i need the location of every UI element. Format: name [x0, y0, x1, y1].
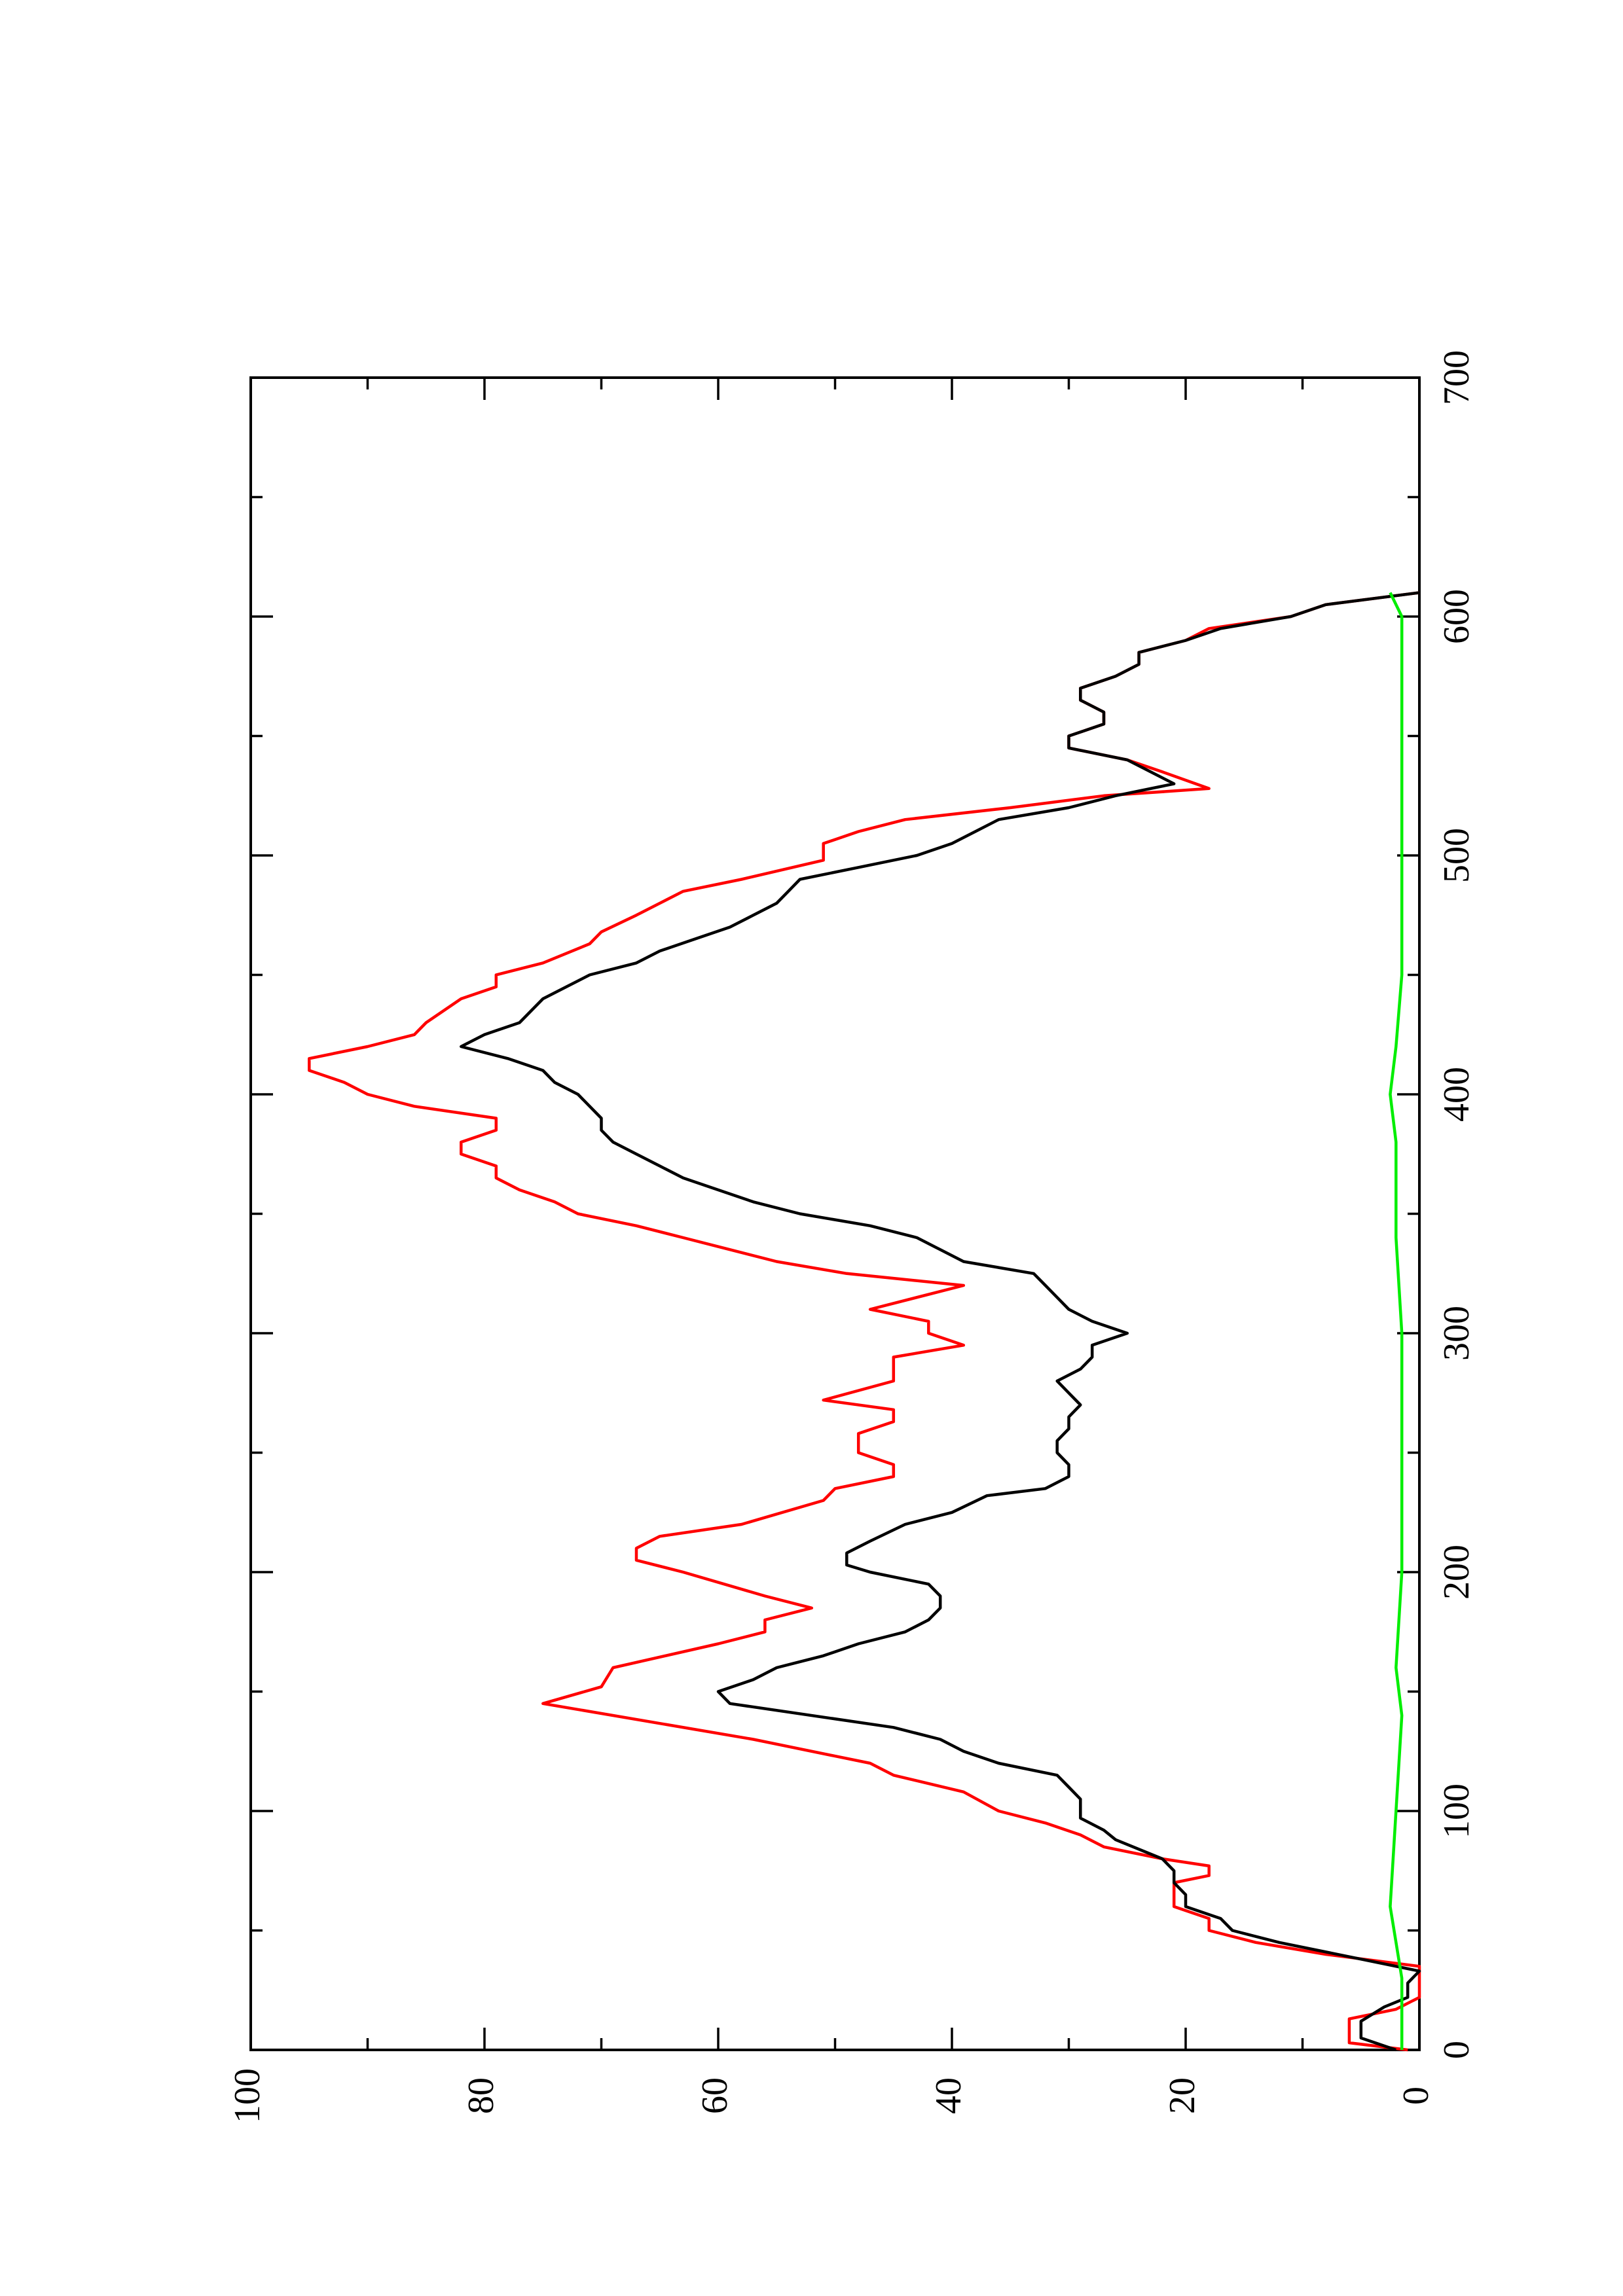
red-series-line	[308, 591, 1421, 2052]
axis-ticks	[249, 376, 1421, 2051]
x-tick-label: 600	[1436, 589, 1477, 644]
y-tick-label: 0	[1396, 2087, 1436, 2105]
x-tick-label: 200	[1436, 1545, 1477, 1600]
x-tick-label: 100	[1436, 1784, 1477, 1839]
x-tick-label: 700	[1436, 350, 1477, 405]
y-tick-label: 40	[928, 2077, 969, 2114]
x-tick-label: 500	[1436, 828, 1477, 883]
x-tick-label: 400	[1436, 1067, 1477, 1122]
green-series-line	[1389, 592, 1404, 2050]
plot-frame	[249, 376, 1421, 2051]
series-layer	[308, 591, 1421, 2052]
y-tick-label: 80	[461, 2077, 501, 2114]
y-tick-label: 60	[695, 2077, 735, 2114]
axis-tick-labels: 0 100 200 300 400 500 600 700 0 20 40 60 80 100	[227, 350, 1477, 2123]
y-tick-label: 100	[227, 2068, 268, 2123]
black-series-line	[460, 591, 1421, 2052]
x-tick-label: 300	[1436, 1306, 1477, 1361]
y-tick-label: 20	[1162, 2077, 1203, 2114]
x-tick-label: 0	[1436, 2041, 1477, 2059]
